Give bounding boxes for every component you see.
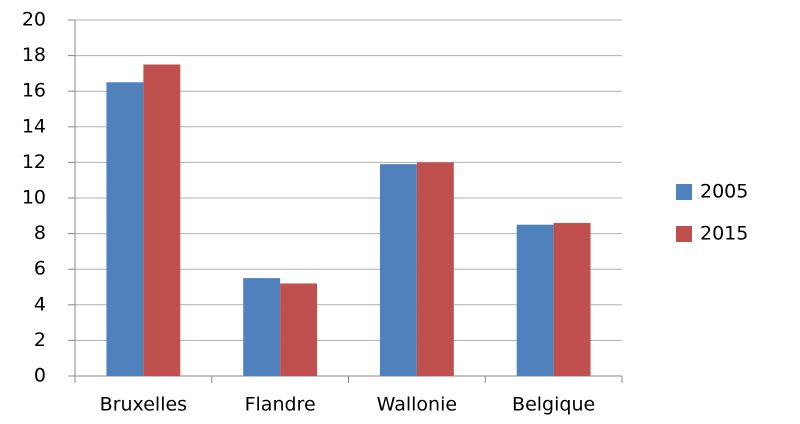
bar [553, 222, 591, 376]
y-tick-label: 10 [22, 187, 46, 209]
y-tick-label: 8 [34, 222, 46, 244]
y-tick-label: 2 [34, 329, 46, 351]
bar [243, 278, 281, 376]
bar [516, 224, 554, 376]
y-tick-label: 4 [34, 293, 46, 315]
x-tick-label: Wallonie [377, 394, 457, 416]
bar [106, 82, 144, 377]
bar [143, 64, 181, 376]
bar [416, 162, 454, 376]
y-tick-label: 0 [34, 365, 46, 387]
y-tick-label: 6 [34, 258, 46, 280]
y-tick-label: 12 [22, 151, 46, 173]
y-tick-label: 16 [22, 80, 46, 102]
bar [379, 164, 417, 376]
x-tick-label: Flandre [245, 394, 316, 416]
y-tick-label: 14 [22, 115, 46, 137]
legend-swatch [676, 226, 692, 242]
legend-label: 2005 [700, 181, 748, 203]
bar [280, 283, 318, 376]
x-tick-label: Belgique [512, 394, 595, 416]
y-tick-label: 20 [22, 9, 46, 31]
legend-label: 2015 [700, 223, 748, 245]
x-tick-label: Bruxelles [100, 394, 187, 416]
y-tick-label: 18 [22, 44, 46, 66]
legend-swatch [676, 184, 692, 200]
